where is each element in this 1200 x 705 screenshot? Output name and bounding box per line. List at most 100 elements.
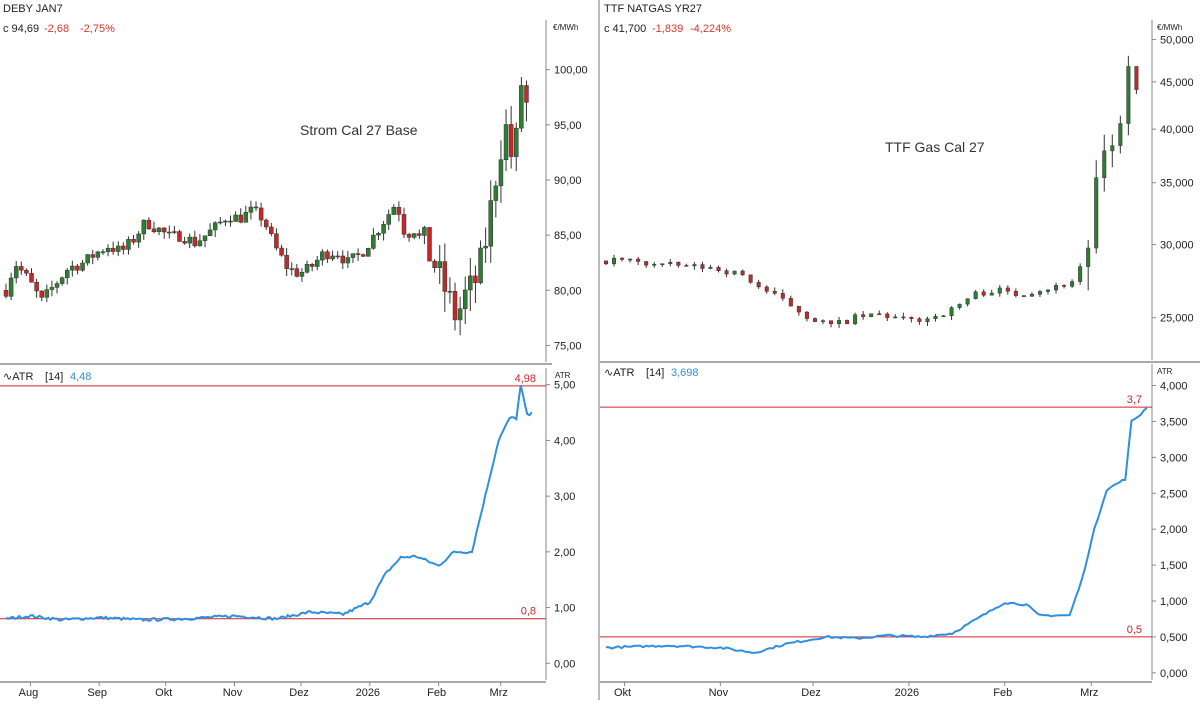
t-candle-body: [1054, 285, 1059, 291]
strom-atr-value: 4,48: [70, 371, 91, 383]
s-candle-body: [396, 207, 402, 215]
s-candle-body: [391, 207, 397, 215]
t-candle-body: [845, 320, 850, 325]
strom-chart-panel: DEBY JAN7 c 94,69 -2,68 -2,75% €/MWh Str…: [0, 3, 588, 699]
s-candle-body: [187, 236, 192, 244]
t-candle-body: [620, 257, 625, 260]
s-candle-body: [417, 233, 422, 236]
t-atr-level-label: 0,5: [1127, 624, 1142, 636]
s-candle-body: [131, 239, 136, 243]
s-candle-body: [304, 264, 310, 273]
s-candle-body: [13, 266, 19, 279]
t-candle-body: [957, 303, 962, 308]
t-atr-tick-label: 3,500: [1160, 416, 1188, 428]
strom-symbol-label: DEBY JAN7: [3, 3, 63, 15]
t-candle-body: [716, 267, 721, 271]
t-candle-body: [837, 320, 842, 324]
s-candle-body: [473, 275, 478, 284]
s-candle-body: [274, 233, 279, 249]
t-candle-body: [925, 318, 930, 322]
s-candle-body: [442, 261, 448, 292]
s-candle-body: [156, 227, 162, 233]
t-candle-body: [1021, 295, 1026, 297]
s-time-tick-label: Sep: [87, 687, 107, 699]
ttf-symbol-label: TTF NATGAS YR27: [604, 3, 702, 15]
t-candle-body: [644, 261, 649, 266]
s-candle-body: [498, 159, 504, 187]
t-atr-level-label: 3,7: [1127, 394, 1142, 406]
s-candle-body: [218, 221, 223, 224]
strom-change-label: -2,68: [44, 23, 69, 35]
t-time-tick-label: Mrz: [1080, 687, 1098, 699]
s-candle-body: [8, 277, 14, 297]
s-candle-body: [284, 254, 289, 269]
ttf-price-unit: €/MWh: [1157, 23, 1182, 32]
t-candle-body: [1062, 285, 1067, 287]
s-candle-body: [437, 261, 442, 269]
s-time-tick-label: Mrz: [490, 687, 508, 699]
s-candle-body: [100, 251, 106, 253]
s-candle-body: [141, 219, 147, 235]
s-candle-body: [85, 254, 90, 264]
t-candle-body: [933, 316, 938, 319]
strom-close-label: c 94,69: [3, 23, 39, 35]
ttf-atr-name: ATR: [613, 367, 634, 379]
s-candle-body: [228, 220, 233, 223]
s-candle-body: [524, 85, 529, 103]
s-candle-body: [233, 214, 238, 222]
ttf-candles: [604, 55, 1139, 328]
s-candle-body: [243, 212, 249, 223]
s-time-tick-label: Okt: [155, 687, 172, 699]
t-price-tick-label: 35,000: [1160, 178, 1194, 190]
t-candle-body: [1086, 247, 1091, 267]
t-candle-body: [917, 318, 922, 322]
s-candle-body: [121, 245, 126, 250]
s-candle-body: [136, 233, 141, 243]
t-atr-tick-label: 0,000: [1160, 668, 1188, 680]
t-candle-body: [708, 267, 713, 269]
t-candle-body: [684, 265, 689, 267]
s-price-tick-label: 95,00: [554, 120, 582, 132]
t-candle-body: [1013, 291, 1018, 296]
s-candle-body: [432, 260, 437, 269]
t-price-tick-label: 50,000: [1160, 35, 1194, 47]
s-candle-body: [330, 255, 335, 260]
s-atr-level-label: 0,8: [521, 606, 536, 618]
s-candle-body: [386, 214, 391, 225]
strom-atr-series-line: [5, 384, 533, 622]
s-candle-body: [105, 247, 111, 252]
s-atr-level-label: 4,98: [515, 373, 536, 385]
s-candle-body: [116, 245, 121, 252]
s-candle-body: [238, 214, 243, 223]
s-candle-body: [508, 124, 514, 157]
s-candle-body: [350, 253, 356, 258]
t-candle-body: [740, 270, 745, 276]
s-candle-body: [462, 289, 468, 309]
t-candle-body: [829, 320, 834, 324]
ttf-atr-label: ∿ATR: [604, 367, 634, 379]
ttf-atr-value: 3,698: [671, 367, 699, 379]
ttf-time-ticks: Okt Nov Dez 2026 Feb Mrz: [614, 682, 1098, 699]
strom-price-unit: €/MWh: [553, 23, 578, 32]
s-candle-body: [80, 262, 85, 271]
t-time-tick-label: Dez: [801, 687, 821, 699]
s-price-tick-label: 100,00: [554, 65, 588, 77]
s-candle-body: [161, 227, 167, 233]
t-candle-body: [861, 314, 866, 317]
ttf-atr-levels: 3,7 0,5: [600, 394, 1152, 638]
t-candle-body: [700, 264, 705, 269]
s-candle-body: [24, 269, 29, 274]
t-candle-body: [1070, 281, 1075, 287]
t-candle-body: [1118, 123, 1123, 146]
s-candle-body: [167, 231, 172, 234]
s-atr-tick-label: 0,00: [554, 658, 575, 670]
t-candle-body: [1102, 150, 1107, 178]
ttf-atr-ticks: 0,000 0,500 1,000 1,500 2,000 2,500 3,000 3,500…: [1152, 381, 1188, 680]
strom-atr-ticks: 0,00 1,00 2,00 3,00 4,00 5,00: [546, 380, 575, 670]
s-candle-body: [269, 226, 274, 234]
t-candle-body: [853, 314, 858, 325]
t-candle-body: [877, 313, 882, 315]
t-candle-body: [1046, 289, 1050, 292]
s-price-tick-label: 85,00: [554, 230, 582, 242]
ttf-change-pct-label: -4,224%: [690, 23, 731, 35]
